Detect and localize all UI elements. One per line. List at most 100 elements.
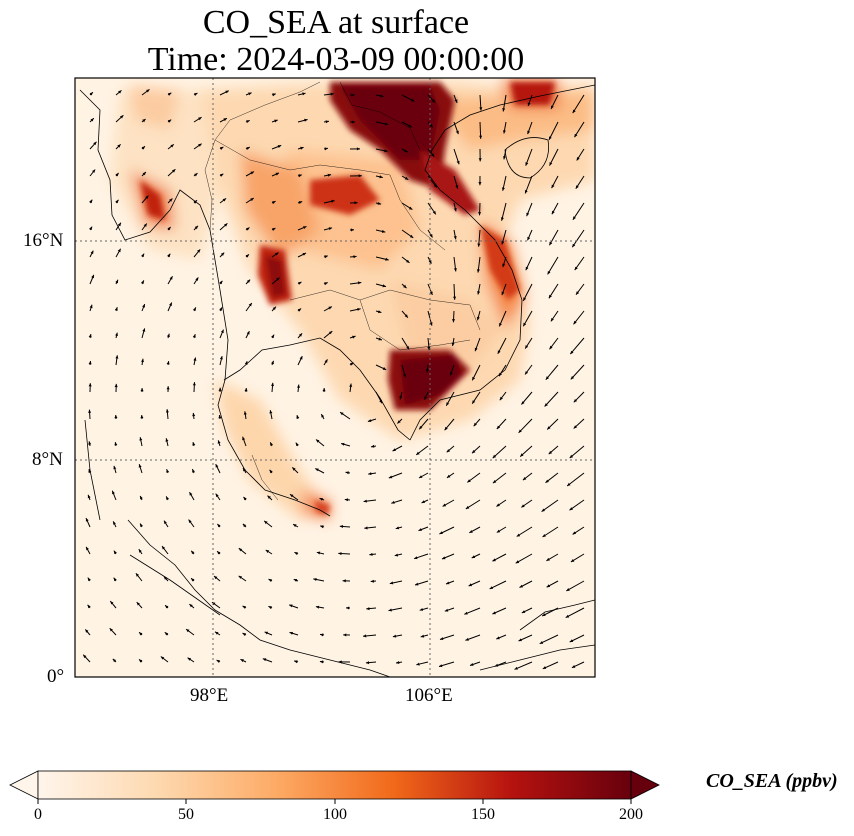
wind-arrow-head [293, 579, 298, 582]
wind-arrow-head [365, 661, 370, 665]
wind-arrow-head [367, 419, 372, 422]
wind-arrow-head [541, 508, 545, 512]
wind-arrow-head [298, 281, 302, 285]
wind-arrow-head [403, 284, 407, 289]
wind-arrow-head [502, 108, 506, 112]
wind-arrow-head [381, 229, 386, 233]
wind-arrow-head [479, 107, 483, 111]
wind-arrow-head [243, 411, 247, 415]
colorbar-max-extend [630, 770, 660, 800]
wind-arrow-head [384, 149, 388, 153]
wind-arrow-head [469, 530, 473, 533]
wind-arrow-head [315, 468, 319, 472]
wind-arrow-head [539, 641, 544, 644]
wind-arrow-head [572, 243, 576, 248]
wind-arrow-head [408, 206, 413, 210]
wind-arrow-head [142, 172, 146, 176]
wind-arrow-head [243, 467, 246, 472]
wind-arrow-head [455, 185, 459, 189]
wind-arrow [569, 337, 585, 355]
wind-arrow-head [220, 252, 225, 256]
wind-arrow-head [270, 442, 273, 446]
wind-arrow-head [113, 550, 117, 555]
wind-arrow-head [324, 359, 328, 363]
wind-arrow-head [442, 503, 447, 507]
wind-arrow-head [166, 469, 170, 473]
wind-arrow-head [419, 425, 423, 430]
wind-arrow-head [453, 268, 457, 272]
wind-arrow-head [276, 277, 280, 281]
wind-arrow-head [198, 143, 202, 147]
wind-arrow-head [549, 345, 553, 350]
wind-arrow-head [220, 329, 224, 334]
wind-arrow-head [382, 284, 386, 288]
wind-arrow-head [545, 479, 549, 483]
wind-arrow-head [172, 169, 176, 173]
wind-arrow-head [397, 420, 401, 424]
wind-arrow-head [357, 281, 362, 285]
wind-arrow-head [341, 442, 345, 446]
wind-arrow-head [243, 496, 247, 501]
wind-arrow-head [446, 402, 450, 406]
wind-arrow-head [302, 92, 306, 96]
wind-arrow-head [139, 632, 143, 636]
wind-arrow-head [470, 663, 474, 666]
wind-arrow-head [142, 328, 146, 332]
wind-arrow-head [566, 588, 570, 591]
wind-arrow-head [502, 130, 506, 134]
wind-arrow-head [377, 202, 382, 205]
wind-arrow-head [118, 90, 122, 94]
wind-arrow-head [115, 332, 118, 336]
wind-arrow-head [238, 548, 243, 552]
wind-arrow-head [451, 342, 455, 346]
colorbar-tick-0: 0 [34, 806, 42, 823]
wind-arrow-head [497, 350, 501, 354]
wind-arrow-head [496, 529, 501, 533]
wind-arrow-head [109, 628, 113, 632]
wind-arrow-head [464, 611, 468, 615]
wind-arrow-head [136, 602, 140, 606]
wind-arrow-head [87, 604, 91, 609]
wind-arrow-head [269, 469, 273, 474]
wind-arrow-head [446, 474, 451, 478]
wind-arrow [541, 499, 559, 513]
wind-arrow-head [277, 145, 282, 148]
wind-arrow-head [525, 345, 529, 349]
wind-arrow-head [542, 534, 546, 537]
wind-arrow [572, 202, 585, 221]
wind-arrow-head [542, 613, 546, 616]
wind-arrow-head [117, 222, 121, 227]
wind-arrow-head [141, 146, 145, 150]
wind-arrow-head [186, 629, 190, 633]
wind-arrow-head [114, 383, 118, 388]
wind-arrow-head [320, 633, 324, 637]
wind-arrow-head [195, 277, 199, 281]
wind-arrow-head [164, 632, 169, 636]
wind-arrow-head [388, 608, 392, 612]
wind-arrow-head [572, 531, 577, 535]
wind-arrow [566, 472, 585, 487]
wind-arrow-head [477, 243, 481, 247]
wind-arrow-head [271, 382, 274, 387]
wind-arrow-head [218, 387, 222, 391]
wind-arrow-head [570, 376, 575, 380]
wind-arrow-head [272, 201, 276, 204]
wind-arrow-head [115, 199, 119, 204]
wind-arrow-head [274, 119, 278, 123]
wind-arrow-head [573, 399, 578, 403]
wind-arrow-head [353, 255, 357, 259]
wind-arrow-head [368, 472, 372, 476]
wind-arrow-head [188, 519, 192, 523]
wind-arrow-head [496, 425, 501, 429]
wind-arrow-head [576, 157, 580, 161]
wind-arrow-head [547, 271, 551, 275]
wind-arrow-head [85, 629, 89, 633]
wind-arrow-head [549, 162, 553, 166]
wind-arrow-head [146, 89, 150, 93]
colorbar-bar [37, 770, 632, 800]
wind-arrow-head [369, 552, 373, 556]
wind-arrow-head [219, 146, 224, 150]
wind-arrow-head [289, 631, 293, 635]
wind-arrow-head [197, 249, 201, 253]
wind-arrow-head [319, 660, 324, 664]
